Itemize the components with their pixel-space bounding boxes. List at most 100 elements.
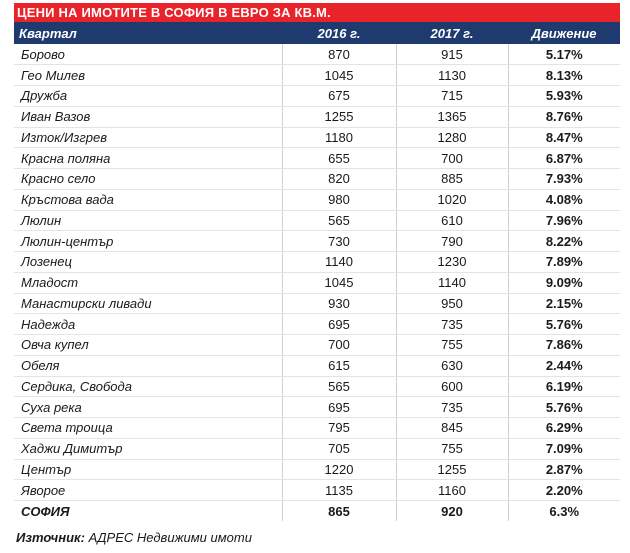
- change-cell: 2.15%: [508, 293, 620, 315]
- table-row: Дружба 675 715 5.93%: [14, 85, 620, 107]
- district-cell: Света троица: [14, 417, 283, 439]
- price-2017-cell: 950: [396, 293, 509, 315]
- price-2016-cell: 730: [282, 230, 397, 252]
- price-2016-cell: 695: [282, 313, 397, 335]
- table-row: Надежда 695 735 5.76%: [14, 313, 620, 335]
- table-row: Кръстова вада 980 1020 4.08%: [14, 189, 620, 211]
- price-2017-cell: 1130: [396, 64, 509, 86]
- district-cell: Център: [14, 459, 283, 481]
- price-2017-cell: 915: [396, 44, 509, 66]
- table-row: Изток/Изгрев 1180 1280 8.47%: [14, 127, 620, 149]
- price-2016-cell: 655: [282, 147, 397, 169]
- change-cell: 8.76%: [508, 106, 620, 128]
- district-cell: Яворое: [14, 479, 283, 501]
- price-2017-cell: 1020: [396, 189, 509, 211]
- district-cell: Манастирски ливади: [14, 293, 283, 315]
- district-cell: Суха река: [14, 396, 283, 418]
- change-cell: 8.22%: [508, 230, 620, 252]
- table-row: Сердика, Свобода 565 600 6.19%: [14, 376, 620, 398]
- price-2016-cell: 700: [282, 334, 397, 356]
- change-cell: 7.93%: [508, 168, 620, 190]
- price-2016-cell: 1140: [282, 251, 397, 273]
- change-cell: 7.89%: [508, 251, 620, 273]
- district-cell: Овча купел: [14, 334, 283, 356]
- table-row: Красна поляна 655 700 6.87%: [14, 147, 620, 169]
- table-row: Хаджи Димитър 705 755 7.09%: [14, 438, 620, 460]
- price-2016-cell: 1135: [282, 479, 397, 501]
- price-2017-cell: 755: [396, 438, 509, 460]
- change-cell: 6.29%: [508, 417, 620, 439]
- change-cell: 4.08%: [508, 189, 620, 211]
- table-row: Обеля 615 630 2.44%: [14, 355, 620, 377]
- price-2016-cell: 1045: [282, 64, 397, 86]
- price-2016-cell: 1180: [282, 127, 397, 149]
- price-2016-cell: 695: [282, 396, 397, 418]
- district-cell: Надежда: [14, 313, 283, 335]
- table-row: Младост 1045 1140 9.09%: [14, 272, 620, 294]
- source-note: Източник: АДРЕС Недвижими имоти: [16, 530, 252, 545]
- price-2016-cell: 675: [282, 85, 397, 107]
- price-2016-cell: 705: [282, 438, 397, 460]
- change-cell: 5.76%: [508, 313, 620, 335]
- price-2017-cell: 845: [396, 417, 509, 439]
- price-2017-cell: 1280: [396, 127, 509, 149]
- price-2016-cell: 980: [282, 189, 397, 211]
- source-text: АДРЕС Недвижими имоти: [84, 530, 252, 545]
- district-cell: Сердика, Свобода: [14, 376, 283, 398]
- price-2017-cell: 735: [396, 396, 509, 418]
- change-cell: 8.13%: [508, 64, 620, 86]
- header-district: Квартал: [14, 22, 282, 44]
- district-cell: Лозенец: [14, 251, 283, 273]
- change-cell: 6.19%: [508, 376, 620, 398]
- district-cell: Обеля: [14, 355, 283, 377]
- district-cell: Кръстова вада: [14, 189, 283, 211]
- change-cell: 6.87%: [508, 147, 620, 169]
- table-row: Лозенец 1140 1230 7.89%: [14, 251, 620, 273]
- price-2017-cell: 1365: [396, 106, 509, 128]
- change-cell: 7.96%: [508, 210, 620, 232]
- price-2016-cell: 615: [282, 355, 397, 377]
- price-table: Квартал 2016 г. 2017 г. Движение Борово 8…: [14, 22, 620, 522]
- change-cell: 8.47%: [508, 127, 620, 149]
- price-2017-cell: 1255: [396, 459, 509, 481]
- price-2016-cell: 1220: [282, 459, 397, 481]
- table-row: Люлин-център 730 790 8.22%: [14, 230, 620, 252]
- district-cell: Хаджи Димитър: [14, 438, 283, 460]
- price-2016-cell: 820: [282, 168, 397, 190]
- price-2017-cell: 755: [396, 334, 509, 356]
- change-cell: 6.3%: [549, 503, 580, 519]
- district-cell: Дружба: [14, 85, 283, 107]
- change-cell: 9.09%: [508, 272, 620, 294]
- price-2016-cell: 565: [282, 210, 397, 232]
- price-2017-cell: 600: [396, 376, 509, 398]
- price-2017-cell: 1230: [396, 251, 509, 273]
- district-cell: Люлин-център: [14, 230, 283, 252]
- table-row: Света троица 795 845 6.29%: [14, 417, 620, 439]
- table-row: Борово 870 915 5.17%: [14, 44, 620, 66]
- change-cell: 2.20%: [508, 479, 620, 501]
- price-2017-cell: 735: [396, 313, 509, 335]
- change-cell: 5.76%: [508, 396, 620, 418]
- district-cell: Гео Милев: [14, 64, 283, 86]
- table-row: Иван Вазов 1255 1365 8.76%: [14, 106, 620, 128]
- source-label: Източник:: [16, 530, 85, 545]
- table-row: Център 1220 1255 2.87%: [14, 459, 620, 481]
- price-2016-cell: 870: [282, 44, 397, 66]
- change-cell: 7.86%: [508, 334, 620, 356]
- price-2017-cell: 700: [396, 147, 509, 169]
- price-2016-cell: 795: [282, 417, 397, 439]
- district-cell: Красно село: [14, 168, 283, 190]
- district-cell: Борово: [14, 44, 283, 66]
- header-row: Квартал 2016 г. 2017 г. Движение: [14, 22, 620, 44]
- district-cell: Красна поляна: [14, 147, 283, 169]
- table-row: Манастирски ливади 930 950 2.15%: [14, 293, 620, 315]
- change-cell: 2.87%: [508, 459, 620, 481]
- price-2016-cell: 1255: [282, 106, 397, 128]
- table-row: Люлин 565 610 7.96%: [14, 210, 620, 232]
- header-2017: 2017 г.: [396, 22, 508, 44]
- district-cell: Младост: [14, 272, 283, 294]
- header-2016: 2016 г.: [282, 22, 396, 44]
- price-2017-cell: 610: [396, 210, 509, 232]
- change-cell: 2.44%: [508, 355, 620, 377]
- price-2016-cell: 1045: [282, 272, 397, 294]
